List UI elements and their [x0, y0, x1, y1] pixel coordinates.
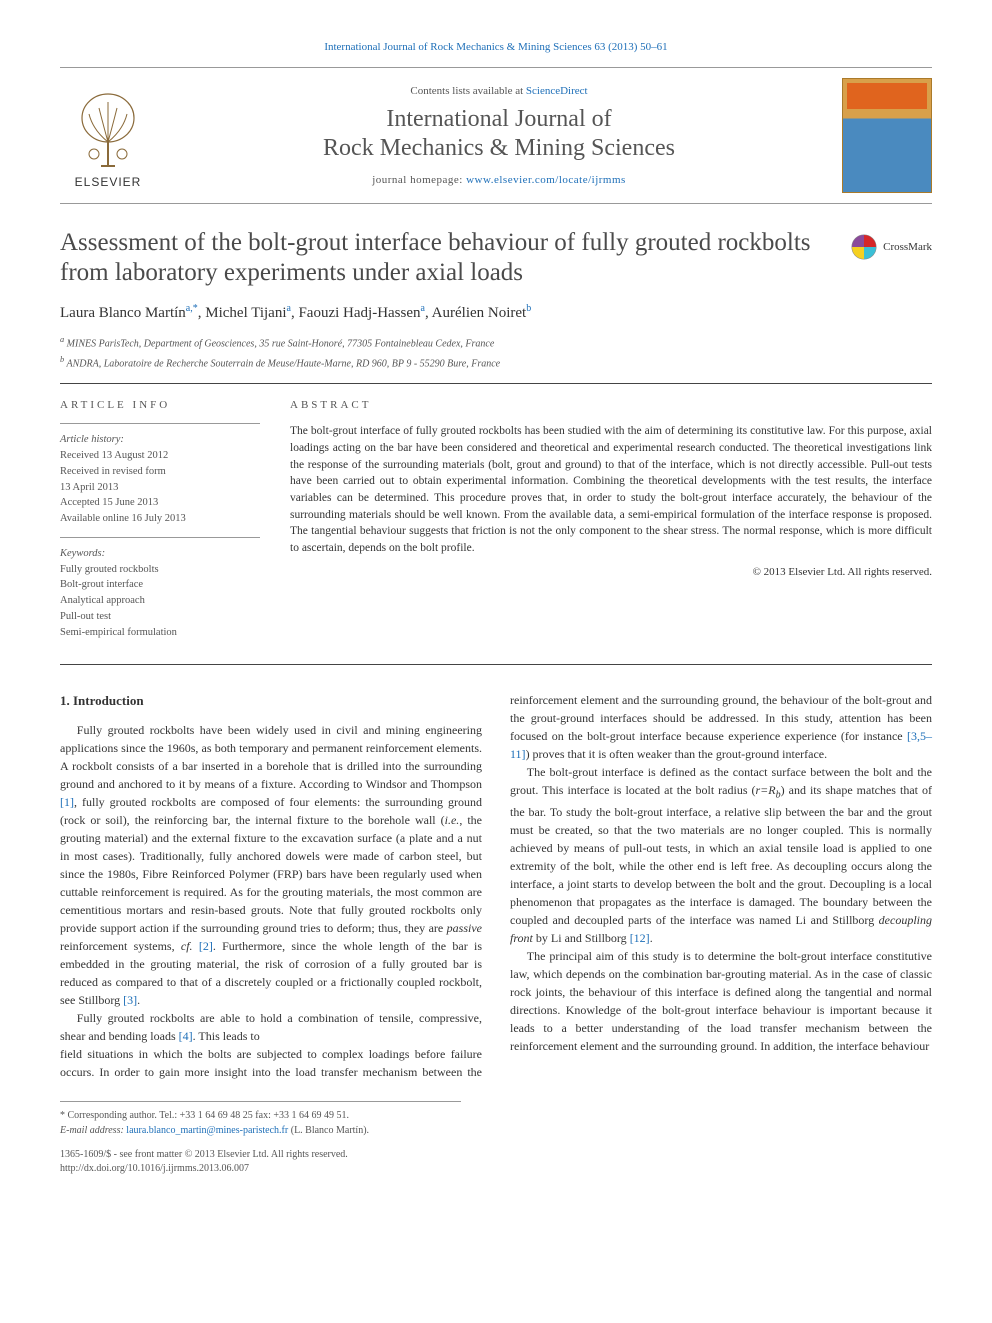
- email-line: E-mail address: laura.blanco_martin@mine…: [60, 1123, 461, 1138]
- intro-heading: 1. Introduction: [60, 691, 482, 711]
- affil-b-text: ANDRA, Laboratoire de Recherche Souterra…: [67, 358, 501, 369]
- ref-3[interactable]: [3]: [123, 993, 137, 1007]
- author-2: Michel Tijani: [205, 305, 286, 321]
- p4b: ) and its shape matches that of the bar.…: [510, 783, 932, 926]
- cf: cf.: [181, 939, 193, 953]
- p2a: Fully grouted rockbolts are able to hold…: [60, 1011, 482, 1043]
- p2b: . This leads to: [193, 1029, 260, 1043]
- ref-2[interactable]: [2]: [199, 939, 213, 953]
- ref-4[interactable]: [4]: [179, 1029, 193, 1043]
- homepage-link[interactable]: www.elsevier.com/locate/ijrmms: [466, 174, 626, 186]
- p3b: ) proves that it is often weaker than th…: [526, 747, 828, 761]
- elsevier-tree-icon: [73, 90, 143, 170]
- received: Received 13 August 2012: [60, 448, 260, 464]
- author-3: Faouzi Hadj-Hassen: [298, 305, 420, 321]
- sciencedirect-link[interactable]: ScienceDirect: [526, 85, 588, 97]
- journal-citation-link[interactable]: International Journal of Rock Mechanics …: [324, 41, 667, 53]
- corr-email-link[interactable]: laura.blanco_martin@mines-paristech.fr: [126, 1125, 288, 1136]
- abstract-copyright: © 2013 Elsevier Ltd. All rights reserved…: [290, 565, 932, 580]
- history-hdr: Article history:: [60, 432, 260, 448]
- p1c: , the grouting material) and the externa…: [60, 813, 482, 935]
- journal-citation: International Journal of Rock Mechanics …: [60, 40, 932, 55]
- author-3-sup: a: [421, 303, 425, 314]
- journal-name-l2: Rock Mechanics & Mining Sciences: [323, 135, 675, 161]
- article-history: Article history: Received 13 August 2012…: [60, 423, 260, 527]
- article-info-label: ARTICLE INFO: [60, 398, 260, 413]
- journal-cover-thumb[interactable]: [842, 78, 932, 193]
- header-center: Contents lists available at ScienceDirec…: [170, 84, 828, 188]
- affil-a-text: MINES ParisTech, Department of Geoscienc…: [67, 339, 495, 350]
- abstract-text: The bolt-grout interface of fully groute…: [290, 423, 932, 556]
- journal-name-l1: International Journal of: [386, 106, 611, 132]
- revised-date: 13 April 2013: [60, 480, 260, 496]
- email-who: (L. Blanco Martín).: [288, 1125, 369, 1136]
- elsevier-word: ELSEVIER: [75, 174, 142, 191]
- author-4-sup: b: [526, 303, 531, 314]
- keywords-block: Keywords: Fully grouted rockbolts Bolt-g…: [60, 537, 260, 641]
- email-label: E-mail address:: [60, 1125, 126, 1136]
- body-columns: 1. Introduction Fully grouted rockbolts …: [60, 691, 932, 1081]
- kw-3: Pull-out test: [60, 609, 260, 625]
- abstract-label: ABSTRACT: [290, 398, 932, 413]
- intro-p4: The bolt-grout interface is defined as t…: [510, 763, 932, 946]
- p1a: Fully grouted rockbolts have been widely…: [60, 723, 482, 791]
- ie: i.e.: [445, 813, 460, 827]
- journal-name: International Journal of Rock Mechanics …: [170, 105, 828, 163]
- affiliation-a: a MINES ParisTech, Department of Geoscie…: [60, 334, 932, 351]
- intro-p1: Fully grouted rockbolts have been widely…: [60, 721, 482, 1009]
- passive: passive: [447, 921, 482, 935]
- divider: [60, 383, 932, 384]
- contents-line: Contents lists available at ScienceDirec…: [170, 84, 828, 99]
- elsevier-logo[interactable]: ELSEVIER: [60, 81, 156, 191]
- p4d: .: [650, 931, 653, 945]
- article-info-col: ARTICLE INFO Article history: Received 1…: [60, 398, 260, 650]
- accepted: Accepted 15 June 2013: [60, 495, 260, 511]
- corresponding-footer: * Corresponding author. Tel.: +33 1 64 6…: [60, 1101, 461, 1138]
- crossmark-icon: [851, 234, 877, 260]
- kw-1: Bolt-grout interface: [60, 577, 260, 593]
- author-2-sup: a: [287, 303, 291, 314]
- author-4: Aurélien Noiret: [432, 305, 527, 321]
- online: Available online 16 July 2013: [60, 511, 260, 527]
- crossmark-label: CrossMark: [883, 240, 932, 255]
- homepage-prefix: journal homepage:: [372, 174, 466, 186]
- p1g: .: [137, 993, 140, 1007]
- author-1-sup: a,*: [186, 303, 198, 314]
- doi-link[interactable]: http://dx.doi.org/10.1016/j.ijrmms.2013.…: [60, 1163, 249, 1174]
- eq-rb: r=Rb: [756, 783, 781, 797]
- author-1: Laura Blanco Martín: [60, 305, 186, 321]
- corr-line: * Corresponding author. Tel.: +33 1 64 6…: [60, 1108, 461, 1123]
- crossmark-badge[interactable]: CrossMark: [851, 234, 932, 260]
- p4c: by Li and Stillborg: [533, 931, 630, 945]
- intro-p5: The principal aim of this study is to de…: [510, 947, 932, 1055]
- doi-block: 1365-1609/$ - see front matter © 2013 El…: [60, 1148, 932, 1176]
- homepage-line: journal homepage: www.elsevier.com/locat…: [170, 173, 828, 188]
- info-abstract-row: ARTICLE INFO Article history: Received 1…: [60, 398, 932, 665]
- authors-line: Laura Blanco Martína,*, Michel Tijania, …: [60, 302, 932, 324]
- affiliation-b: b ANDRA, Laboratoire de Recherche Souter…: [60, 354, 932, 371]
- revised: Received in revised form: [60, 464, 260, 480]
- contents-prefix: Contents lists available at: [410, 85, 525, 97]
- article-title: Assessment of the bolt-grout interface b…: [60, 228, 831, 288]
- keywords-hdr: Keywords:: [60, 546, 260, 562]
- kw-0: Fully grouted rockbolts: [60, 562, 260, 578]
- p1b: , fully grouted rockbolts are composed o…: [60, 795, 482, 827]
- intro-p2: Fully grouted rockbolts are able to hold…: [60, 1009, 482, 1045]
- kw-2: Analytical approach: [60, 593, 260, 609]
- p1d: reinforcement systems,: [60, 939, 181, 953]
- ref-12[interactable]: [12]: [630, 931, 650, 945]
- kw-4: Semi-empirical formulation: [60, 625, 260, 641]
- abstract-col: ABSTRACT The bolt-grout interface of ful…: [290, 398, 932, 650]
- ref-1[interactable]: [1]: [60, 795, 74, 809]
- issn-line: 1365-1609/$ - see front matter © 2013 El…: [60, 1148, 932, 1162]
- journal-header: ELSEVIER Contents lists available at Sci…: [60, 67, 932, 204]
